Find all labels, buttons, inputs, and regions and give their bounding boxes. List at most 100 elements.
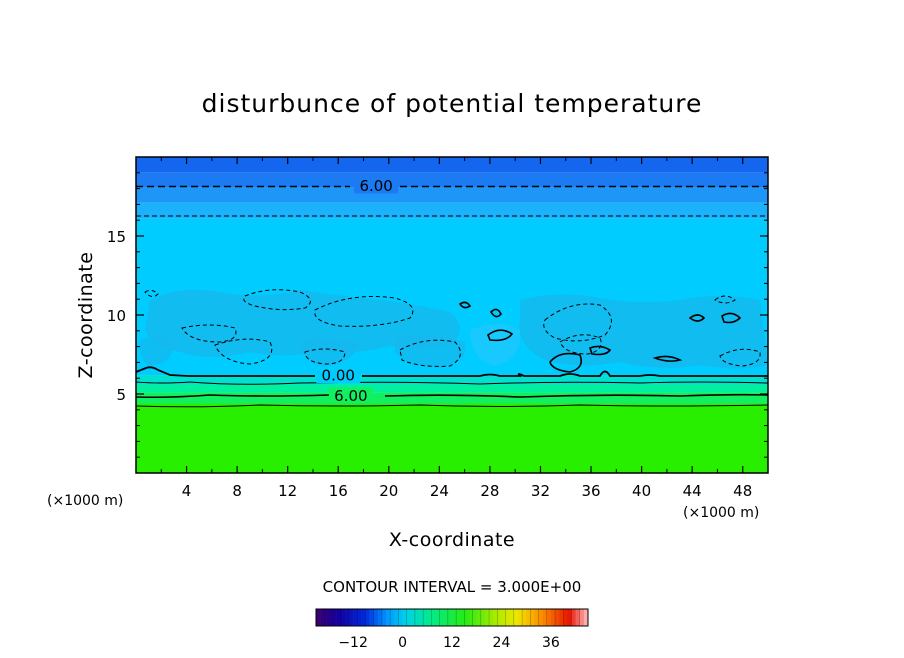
colorbar-cell — [542, 609, 548, 626]
colorbar-cell — [583, 609, 589, 626]
field-band — [136, 403, 768, 473]
perturbation-patch — [519, 294, 768, 369]
contour-line — [136, 381, 768, 385]
colorbar-cell — [534, 609, 539, 626]
colorbar-cell — [414, 609, 420, 626]
colorbar-cell — [550, 609, 556, 626]
colorbar-cell — [452, 609, 457, 626]
y-axis-label: Z-coordinate — [75, 252, 97, 379]
contour-line — [714, 295, 736, 304]
contour-labels: 6.00 0.00 6.00 — [316, 177, 399, 405]
colorbar-cell — [377, 609, 383, 626]
colorbar-cell — [472, 609, 478, 626]
x-tick-label: 36 — [581, 482, 600, 500]
colorbar-cell — [336, 609, 342, 626]
colorbar-cell — [571, 609, 576, 626]
colorbar-cell — [476, 609, 482, 626]
y-tick-label: 10 — [107, 307, 126, 325]
colorbar-cell — [328, 609, 333, 626]
contour-interval-label: CONTOUR INTERVAL = 3.000E+00 — [323, 578, 582, 596]
contour-line — [136, 366, 768, 377]
colorbar-cell — [402, 609, 407, 626]
x-tick-label: 4 — [182, 482, 192, 500]
positive-contours — [458, 301, 742, 373]
colorbar-cell — [423, 609, 428, 626]
colorbar-cell — [497, 609, 502, 626]
colorbar-cell — [357, 609, 362, 626]
y-tick-label: 15 — [107, 228, 126, 246]
field-band — [136, 157, 768, 173]
x-tick-label: 24 — [430, 482, 449, 500]
colorbar-tick-labels: −12 0 12 24 36 — [338, 635, 560, 651]
colorbar-cell — [324, 609, 329, 626]
colorbar-cell — [369, 609, 374, 626]
perturbation-patch — [139, 336, 175, 366]
contour-line — [399, 339, 461, 367]
perturbation-patch — [470, 324, 521, 366]
colorbar-cell — [509, 609, 515, 626]
colorbar-cell — [406, 609, 412, 626]
colorbar-cell — [567, 609, 572, 626]
colorbar-cell — [427, 609, 432, 626]
perturbation-patch — [145, 289, 460, 357]
colorbar-cell — [575, 609, 581, 626]
contour-line — [719, 348, 761, 367]
colorbar-tick-label: 0 — [398, 635, 407, 651]
contour-label: 6.00 — [359, 177, 392, 195]
colorbar-cell — [447, 609, 453, 626]
colorbar-cell — [443, 609, 449, 626]
colorbar-cell — [480, 609, 486, 626]
colorbar-cell — [546, 609, 552, 626]
colorbar-cell — [579, 609, 585, 626]
x-axis-ticks: 4 8 12 16 20 24 28 32 36 40 44 48 — [160, 157, 752, 500]
colorbar-cell — [373, 609, 379, 626]
contour-line — [136, 404, 768, 408]
colorbar-cell — [431, 609, 436, 626]
contour-line — [549, 352, 583, 373]
field-band — [136, 187, 768, 203]
colorbar-cell — [365, 609, 370, 626]
colorbar-cell — [410, 609, 416, 626]
contour-label: 6.00 — [334, 387, 367, 405]
colorbar-cell — [361, 609, 366, 626]
contour-label-bg — [354, 177, 399, 194]
contour-line — [144, 289, 159, 298]
contour-label-bg — [316, 367, 361, 384]
colorbar-cell — [513, 609, 519, 626]
colorbar-cell — [390, 609, 395, 626]
colorbar-cell — [398, 609, 403, 626]
colorbar-cell — [489, 609, 494, 626]
colorbar-cell — [468, 609, 473, 626]
contour-line — [559, 334, 602, 355]
x-tick-label: 32 — [531, 482, 550, 500]
contour-label-bg — [328, 387, 373, 404]
x-tick-label: 20 — [379, 482, 398, 500]
colorbar-cell — [538, 609, 543, 626]
negative-contours — [144, 289, 761, 367]
colorbar-cell — [340, 609, 346, 626]
plot-area: 6.00 0.00 6.00 — [136, 157, 768, 473]
contour-line — [304, 348, 346, 365]
contour-label: 0.00 — [322, 367, 355, 385]
colorbar-cell — [563, 609, 568, 626]
colorbar-cell — [526, 609, 531, 626]
z-unit-label: (×1000 m) — [47, 493, 123, 509]
colorbar-cell — [344, 609, 350, 626]
x-tick-label: 16 — [329, 482, 348, 500]
colorbar-cell — [332, 609, 337, 626]
colorbar-cell — [464, 609, 469, 626]
contour-line — [721, 312, 742, 324]
y-axis-ticks: 5 10 15 — [107, 172, 768, 458]
colorbar-cell — [505, 609, 510, 626]
colorbar-cell — [316, 609, 321, 626]
colorbar-frame — [315, 608, 589, 627]
colorbar-cell — [501, 609, 506, 626]
x-tick-label: 44 — [683, 482, 702, 500]
field-band — [136, 392, 768, 404]
contour-line — [652, 355, 683, 362]
x-axis-label: X-coordinate — [389, 529, 515, 551]
y-tick-label: 5 — [116, 386, 126, 404]
colorbar-cell — [559, 609, 564, 626]
colorbar-cell — [320, 609, 325, 626]
